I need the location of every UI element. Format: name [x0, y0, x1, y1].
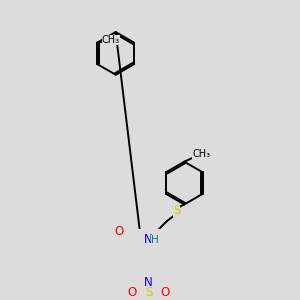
Text: O: O — [127, 286, 136, 299]
Text: N: N — [144, 276, 153, 289]
Text: S: S — [145, 286, 152, 299]
Text: S: S — [173, 204, 180, 217]
Text: H: H — [152, 235, 159, 245]
Text: O: O — [115, 225, 124, 238]
Text: CH₃: CH₃ — [102, 35, 120, 45]
Text: N: N — [144, 233, 153, 246]
Text: O: O — [160, 286, 170, 299]
Text: CH₃: CH₃ — [192, 149, 210, 159]
